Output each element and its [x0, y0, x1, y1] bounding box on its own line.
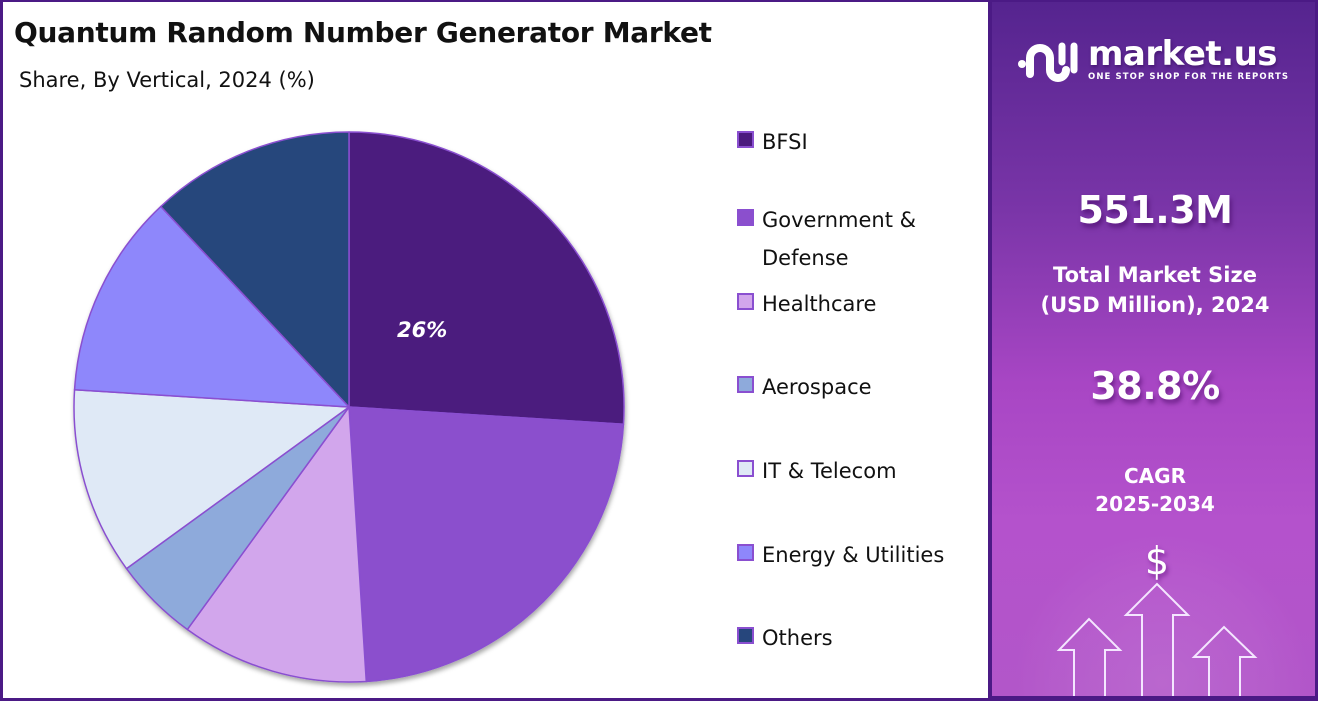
- pie-slice-government-defense[interactable]: [348, 406, 625, 683]
- legend-label: Aerospace: [762, 375, 872, 399]
- legend-label: Healthcare: [762, 292, 877, 316]
- legend-item-bfsi[interactable]: BFSI: [737, 125, 982, 161]
- market-size-label-line1: Total Market Size: [1053, 263, 1257, 287]
- legend-label: BFSI: [762, 130, 808, 154]
- pie-slice-energy-utilities[interactable]: [73, 205, 350, 408]
- brand-logo[interactable]: market.us ONE STOP SHOP FOR THE REPORTS: [1016, 34, 1289, 84]
- legend-label: Others: [762, 626, 833, 650]
- legend-label-line2: Defense: [762, 246, 849, 270]
- pie-slice-healthcare[interactable]: [186, 406, 368, 683]
- growth-arrows-icon: $: [1056, 539, 1258, 696]
- legend-label: Energy & Utilities: [762, 543, 945, 567]
- brand-tagline: ONE STOP SHOP FOR THE REPORTS: [1088, 71, 1290, 82]
- market-us-logo-icon: [1018, 42, 1078, 82]
- legend-label-line1: Government &: [762, 208, 917, 232]
- chart-subtitle: Share, By Vertical, 2024 (%): [19, 68, 315, 92]
- legend-swatch: [737, 209, 754, 226]
- legend-swatch: [737, 627, 754, 644]
- legend-item-aerospace[interactable]: Aerospace: [737, 370, 982, 406]
- pie-slice-it-telecom[interactable]: [73, 388, 350, 570]
- cagr-label-line1: CAGR: [1124, 464, 1186, 488]
- legend-swatch: [737, 131, 754, 148]
- pie-slice-others[interactable]: [160, 131, 350, 408]
- legend-swatch: [737, 460, 754, 477]
- legend-label: IT & Telecom: [762, 459, 897, 483]
- legend-label: Government & Defense: [762, 201, 982, 277]
- market-size-value: 551.3M: [1077, 188, 1233, 232]
- legend-item-others[interactable]: Others: [737, 621, 982, 657]
- slice-label-bfsi: 26%: [397, 318, 448, 342]
- legend-item-government-defense[interactable]: Government & Defense: [737, 203, 982, 277]
- cagr-value: 38.8%: [1090, 364, 1220, 408]
- legend-swatch: [737, 376, 754, 393]
- market-size-label-line2: (USD Million), 2024: [1040, 293, 1270, 317]
- chart-legend: BFSI Government & Defense Healthcare Aer…: [737, 2, 987, 701]
- brand-name: market.us: [1088, 33, 1278, 74]
- legend-swatch: [737, 293, 754, 310]
- cagr-label-line2: 2025-2034: [1095, 492, 1215, 516]
- pie-chart-svg: [73, 131, 625, 683]
- chart-panel: Quantum Random Number Generator Market S…: [0, 0, 990, 701]
- pie-slice-bfsi[interactable]: [348, 131, 625, 426]
- chart-title: Quantum Random Number Generator Market: [14, 16, 712, 49]
- dollar-icon: $: [1145, 539, 1169, 583]
- legend-item-it-telecom[interactable]: IT & Telecom: [737, 454, 982, 490]
- legend-swatch: [737, 544, 754, 561]
- legend-item-energy-utilities[interactable]: Energy & Utilities: [737, 538, 982, 574]
- legend-item-healthcare[interactable]: Healthcare: [737, 287, 982, 323]
- pie-chart: 26%: [63, 122, 643, 701]
- summary-panel: market.us ONE STOP SHOP FOR THE REPORTS …: [988, 0, 1318, 701]
